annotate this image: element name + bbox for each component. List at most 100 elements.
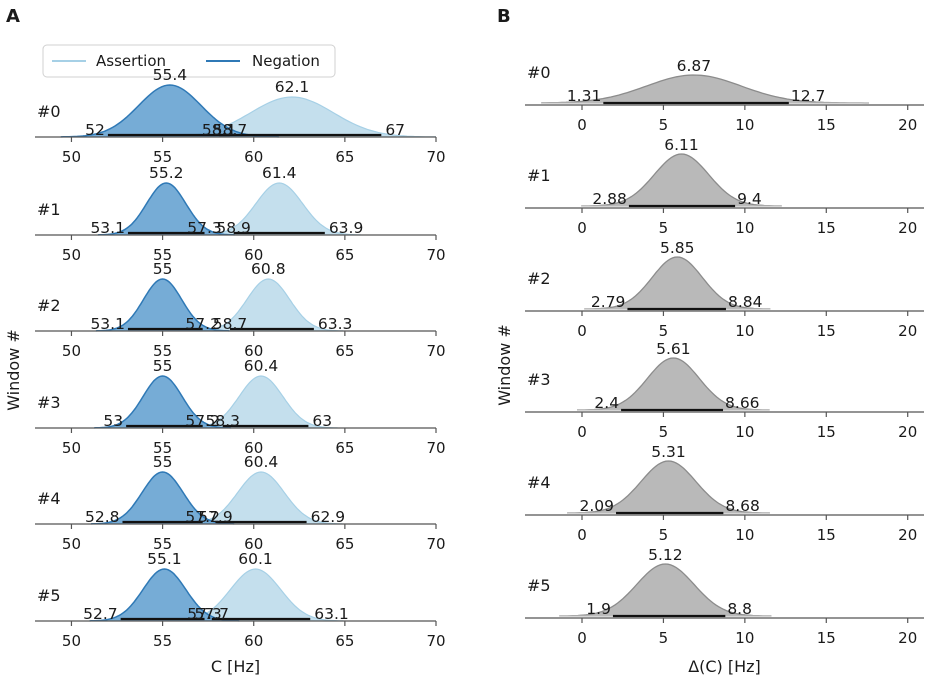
negation-mean-label: 55 xyxy=(153,357,173,375)
negation-hdi-low-label: 52.7 xyxy=(83,605,118,623)
negation-hdi-high-label: 58.7 xyxy=(213,121,248,139)
delta-outline xyxy=(581,153,782,207)
x-tick-label: 55 xyxy=(153,632,172,650)
negation-outline xyxy=(89,568,240,622)
delta-density xyxy=(541,75,869,103)
assertion-density xyxy=(184,376,338,428)
delta-hdi-low-label: 2.79 xyxy=(591,293,626,311)
x-tick-label: 15 xyxy=(817,322,836,340)
x-tick-label: 5 xyxy=(659,322,669,340)
x-tick-label: 20 xyxy=(898,526,917,544)
assertion-hdi-low-label: 58.3 xyxy=(205,412,240,430)
negation-mean-label: 55 xyxy=(153,453,173,471)
assertion-mean-label: 60.8 xyxy=(251,260,286,278)
x-tick-label: 50 xyxy=(62,439,81,457)
assertion-mean-label: 62.1 xyxy=(275,78,310,96)
x-tick-label: 70 xyxy=(426,439,445,457)
negation-density xyxy=(95,279,230,331)
window-label: #1 xyxy=(37,200,61,219)
negation-density xyxy=(94,376,231,428)
negation-hdi-low-label: 52 xyxy=(85,121,105,139)
assertion-hdi-high-label: 62.9 xyxy=(311,508,346,526)
x-tick-label: 55 xyxy=(153,439,172,457)
assertion-hdi-low-label: 58.1 xyxy=(202,121,237,139)
assertion-mean-label: 61.4 xyxy=(262,164,297,182)
assertion-density xyxy=(193,279,344,331)
x-tick-label: 55 xyxy=(153,535,172,553)
delta-mean-label: 5.61 xyxy=(656,340,691,358)
delta-mean-label: 5.12 xyxy=(648,546,683,564)
x-tick-label: 5 xyxy=(659,629,669,647)
x-tick-label: 65 xyxy=(335,246,354,264)
legend-box xyxy=(42,44,336,78)
x-tick-label: 0 xyxy=(577,629,587,647)
x-tick-label: 65 xyxy=(335,439,354,457)
negation-hdi-high-label: 57.3 xyxy=(187,605,222,623)
negation-mean-label: 55.1 xyxy=(147,550,182,568)
delta-outline xyxy=(584,256,771,310)
delta-density xyxy=(581,154,782,206)
assertion-density xyxy=(197,183,361,235)
assertion-hdi-high-label: 63.9 xyxy=(329,219,364,237)
window-label: #5 xyxy=(527,576,551,595)
x-tick-label: 70 xyxy=(426,632,445,650)
x-tick-label: 20 xyxy=(898,116,917,134)
delta-outline xyxy=(577,357,770,411)
negation-mean-label: 55 xyxy=(153,260,173,278)
window-label: #4 xyxy=(527,473,551,492)
delta-hdi-high-label: 8.8 xyxy=(727,600,752,618)
assertion-hdi-low-label: 58.9 xyxy=(216,219,251,237)
delta-hdi-high-label: 8.66 xyxy=(725,394,760,412)
assertion-outline xyxy=(193,278,344,332)
negation-density xyxy=(97,183,235,235)
x-tick-label: 0 xyxy=(577,526,587,544)
delta-hdi-high-label: 8.68 xyxy=(725,497,760,515)
delta-outline xyxy=(541,74,869,104)
negation-hdi-low-label: 52.8 xyxy=(85,508,120,526)
x-tick-label: 15 xyxy=(817,629,836,647)
negation-outline xyxy=(95,278,230,332)
delta-hdi-high-label: 8.84 xyxy=(728,293,763,311)
x-tick-label: 55 xyxy=(153,342,172,360)
assertion-hdi-low-label: 58.7 xyxy=(213,315,248,333)
x-tick-label: 65 xyxy=(335,148,354,166)
negation-hdi-low-label: 53 xyxy=(103,412,123,430)
delta-mean-label: 6.11 xyxy=(664,136,699,154)
x-tick-label: 0 xyxy=(577,116,587,134)
x-tick-label: 65 xyxy=(335,535,354,553)
delta-density xyxy=(577,358,770,410)
negation-outline xyxy=(90,471,235,525)
legend-label-assertion: Assertion xyxy=(96,52,166,70)
negation-outline xyxy=(94,375,231,429)
negation-hdi-high-label: 57.2 xyxy=(185,412,220,430)
x-tick-label: 65 xyxy=(335,342,354,360)
x-tick-label: 20 xyxy=(898,629,917,647)
x-tick-label: 70 xyxy=(426,246,445,264)
delta-mean-label: 6.87 xyxy=(677,57,712,75)
x-axis-title-a: C [Hz] xyxy=(211,657,260,676)
delta-hdi-low-label: 1.31 xyxy=(567,87,602,105)
assertion-hdi-high-label: 63 xyxy=(312,412,332,430)
x-tick-label: 0 xyxy=(577,322,587,340)
assertion-hdi-high-label: 63.3 xyxy=(318,315,353,333)
x-tick-label: 10 xyxy=(735,526,754,544)
x-tick-label: 10 xyxy=(735,629,754,647)
x-tick-label: 5 xyxy=(659,423,669,441)
negation-density xyxy=(89,569,240,621)
assertion-outline xyxy=(197,182,361,236)
assertion-density xyxy=(147,97,436,137)
window-label: #0 xyxy=(527,63,551,82)
assertion-mean-label: 60.4 xyxy=(244,357,279,375)
assertion-density xyxy=(179,472,343,524)
panel-label-b: B xyxy=(497,6,511,27)
delta-hdi-high-label: 12.7 xyxy=(791,87,826,105)
x-tick-label: 70 xyxy=(426,342,445,360)
x-tick-label: 5 xyxy=(659,116,669,134)
x-tick-label: 20 xyxy=(898,219,917,237)
negation-outline xyxy=(97,182,235,236)
window-label: #3 xyxy=(527,370,551,389)
window-label: #2 xyxy=(37,296,61,315)
x-tick-label: 55 xyxy=(153,246,172,264)
assertion-hdi-low-label: 57.9 xyxy=(198,508,233,526)
window-label: #3 xyxy=(37,393,61,412)
